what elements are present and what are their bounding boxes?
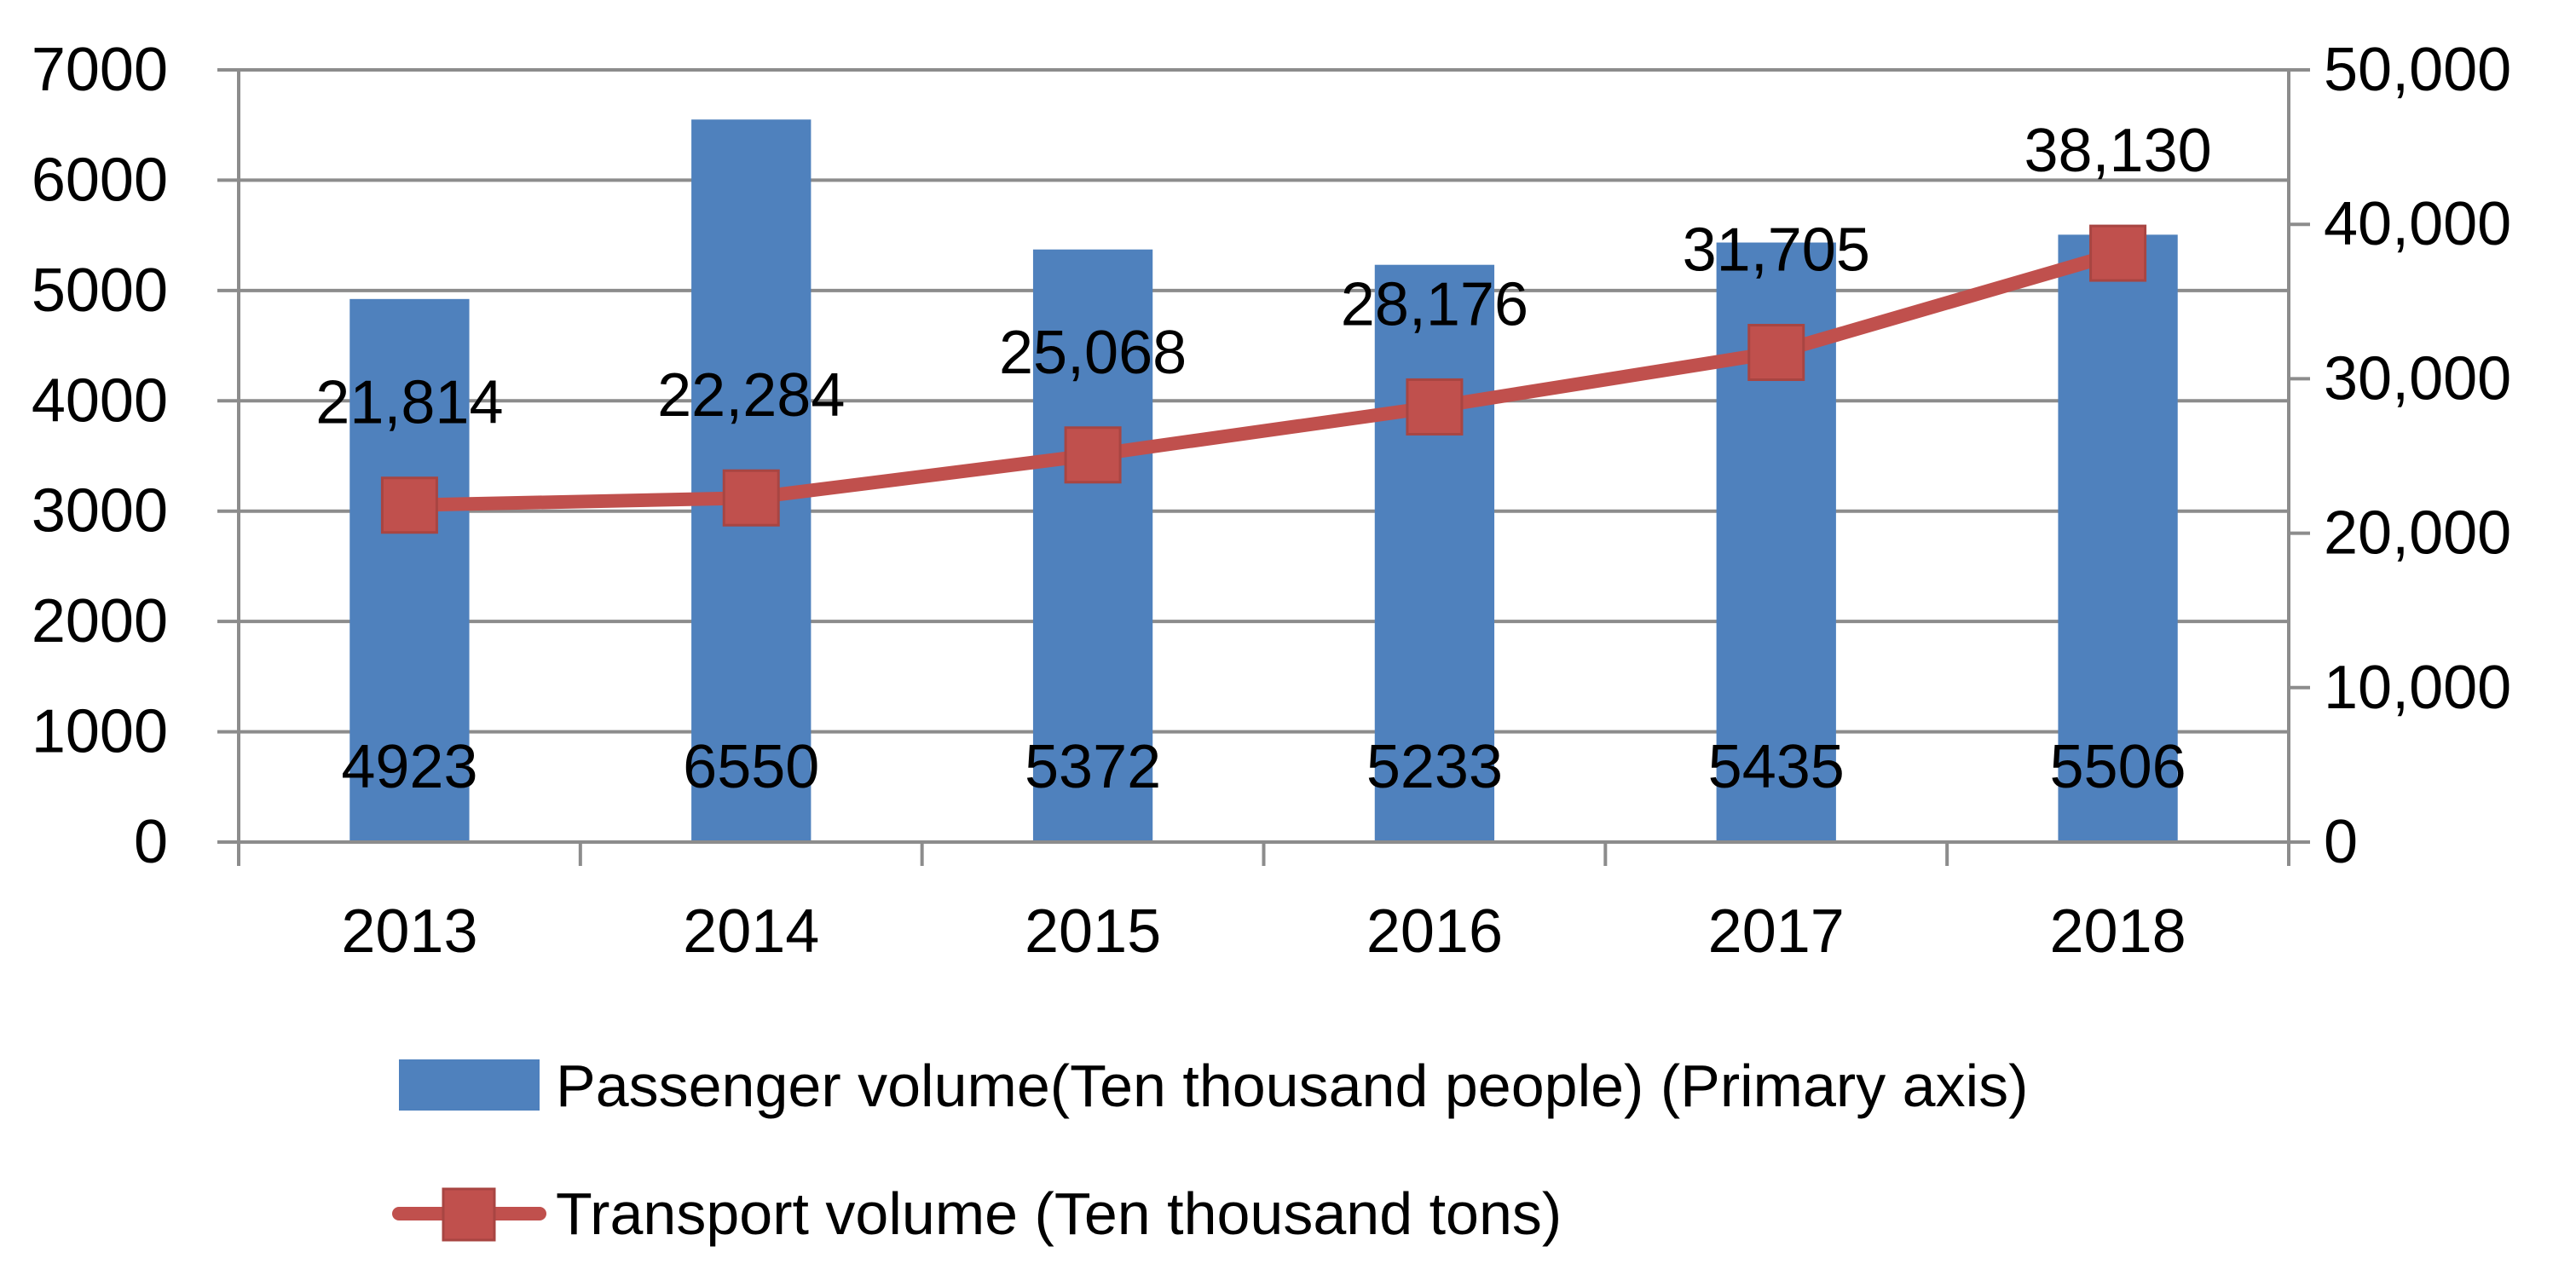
bar-value-label: 6550 [683,733,819,801]
line-marker-2018 [2089,224,2147,282]
secondary-tick-label: 0 [2324,808,2358,876]
line-value-label: 28,176 [1341,270,1528,338]
bar-2015 [1032,249,1153,842]
line-marker-2013 [380,476,438,534]
primary-tick-label: 1000 [32,698,168,766]
line-marker-2017 [1747,324,1805,382]
line-marker-2014 [722,469,780,527]
primary-tick-label: 6000 [32,146,168,214]
primary-tick-label: 5000 [32,257,168,325]
bar-2018 [2058,234,2178,842]
category-label-2017: 2017 [1708,897,1845,966]
line-value-label: 38,130 [2024,117,2211,185]
secondary-tick-label: 30,000 [2324,344,2511,413]
bar-value-label: 5435 [1708,733,1845,801]
category-label-2013: 2013 [341,897,477,966]
bar-value-label: 5506 [2049,733,2186,801]
category-label-2015: 2015 [1025,897,1161,966]
axes: 0 1000 2000 3000 4000 5000 6000 7000 0 10,000 20,0… [32,36,2511,966]
legend-swatch-bar [399,1059,540,1111]
legend-label-transport: Transport volume (Ten thousand tons) [556,1180,1562,1247]
legend: Passenger volume(Ten thousand people) (P… [392,1053,2028,1247]
primary-tick-label: 7000 [32,36,168,104]
data-labels: 4923 6550 5372 5233 5435 5506 21,814 22,284 25,0… [315,117,2211,801]
line-marker-2015 [1064,426,1122,484]
line-value-label: 21,814 [315,369,503,437]
legend-label-passenger: Passenger volume(Ten thousand people) (P… [556,1053,2028,1119]
primary-tick-label: 0 [134,808,168,876]
bar-value-label: 5233 [1366,733,1503,801]
category-label-2018: 2018 [2049,897,2186,966]
secondary-tick-label: 40,000 [2324,190,2511,258]
line-value-label: 25,068 [999,319,1187,387]
category-label-2016: 2016 [1366,897,1503,966]
legend-swatch-marker [442,1187,496,1242]
category-label-2014: 2014 [683,897,819,966]
primary-tick-label: 3000 [32,477,168,545]
bar-2016 [1374,264,1495,842]
line-value-label: 31,705 [1683,216,1870,285]
bar-2013 [349,298,470,843]
primary-tick-label: 2000 [32,587,168,655]
secondary-tick-label: 50,000 [2324,36,2511,104]
bar-value-label: 4923 [341,733,477,801]
line-path [402,246,2125,512]
line-value-label: 22,284 [657,361,845,430]
line-marker-2016 [1406,378,1464,436]
secondary-tick-label: 10,000 [2324,654,2511,722]
bar-series [349,119,2178,843]
primary-tick-label: 4000 [32,366,168,435]
line-series [380,224,2147,534]
bar-value-label: 5372 [1025,733,1161,801]
gridlines [239,68,2289,734]
secondary-tick-label: 20,000 [2324,499,2511,568]
